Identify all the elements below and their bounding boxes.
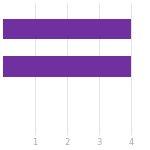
Bar [3,19,131,39]
Bar [3,56,131,76]
